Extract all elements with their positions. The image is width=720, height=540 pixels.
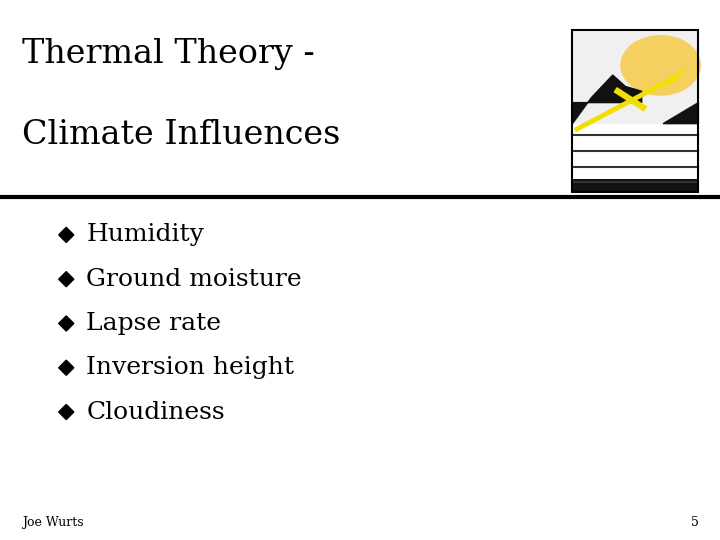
Circle shape	[621, 36, 701, 95]
Polygon shape	[59, 272, 73, 287]
Polygon shape	[59, 227, 73, 242]
FancyBboxPatch shape	[572, 30, 698, 124]
Text: Humidity: Humidity	[86, 224, 204, 246]
Text: Lapse rate: Lapse rate	[86, 312, 222, 335]
Text: Joe Wurts: Joe Wurts	[22, 516, 84, 529]
Polygon shape	[572, 75, 642, 124]
Polygon shape	[59, 360, 73, 375]
Polygon shape	[59, 316, 73, 331]
FancyBboxPatch shape	[572, 179, 698, 192]
Text: Thermal Theory -: Thermal Theory -	[22, 38, 315, 70]
Text: Climate Influences: Climate Influences	[22, 119, 340, 151]
FancyBboxPatch shape	[572, 30, 698, 192]
Polygon shape	[663, 103, 698, 124]
Text: Ground moisture: Ground moisture	[86, 268, 302, 291]
Text: 5: 5	[690, 516, 698, 529]
Text: Inversion height: Inversion height	[86, 356, 294, 379]
Polygon shape	[59, 404, 73, 420]
Text: Cloudiness: Cloudiness	[86, 401, 225, 423]
